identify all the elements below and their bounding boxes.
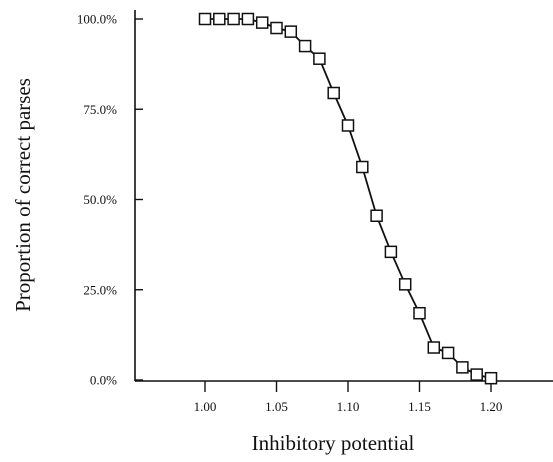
x-tick-label: 1.05 <box>265 399 288 414</box>
x-tick-label: 1.15 <box>408 399 431 414</box>
data-point-marker <box>427 341 441 354</box>
data-point-marker <box>413 306 426 320</box>
x-tick-label: 1.10 <box>337 399 360 414</box>
data-point-marker <box>284 25 298 38</box>
data-point-marker <box>341 119 355 132</box>
data-point-marker <box>470 368 483 381</box>
x-tick-label: 1.20 <box>480 399 503 414</box>
y-axis: 0.0% 25.0% 50.0% 75.0% 100.0% <box>77 10 143 388</box>
data-point-marker <box>441 346 455 360</box>
x-tick-label: 1.00 <box>194 399 217 414</box>
data-point-marker <box>270 21 283 35</box>
data-point-marker <box>356 160 369 174</box>
data-point-marker <box>298 39 312 53</box>
data-point-marker <box>255 16 269 29</box>
y-tick-label: 0.0% <box>90 373 117 388</box>
data-point-marker <box>213 12 226 26</box>
y-tick-label: 50.0% <box>83 192 117 207</box>
data-point-marker <box>370 209 383 222</box>
data-point-marker <box>198 12 212 26</box>
series-group <box>198 12 498 385</box>
y-tick-label: 100.0% <box>77 12 117 27</box>
data-point-marker <box>484 371 498 385</box>
data-point-marker <box>313 52 326 65</box>
data-point-marker <box>398 278 412 291</box>
data-point-marker <box>227 12 240 26</box>
x-axis-title: Inhibitory potential <box>252 431 415 455</box>
data-point-marker <box>456 361 469 374</box>
y-tick-label: 25.0% <box>83 282 117 297</box>
y-tick-label: 75.0% <box>83 102 117 117</box>
data-point-marker <box>384 245 398 259</box>
y-axis-title: Proportion of correct parses <box>11 78 35 312</box>
x-axis: 1.00 1.05 1.10 1.15 1.20 <box>135 380 553 414</box>
data-point-marker <box>327 86 340 100</box>
series-line <box>205 18 492 380</box>
data-point-marker <box>241 12 255 26</box>
